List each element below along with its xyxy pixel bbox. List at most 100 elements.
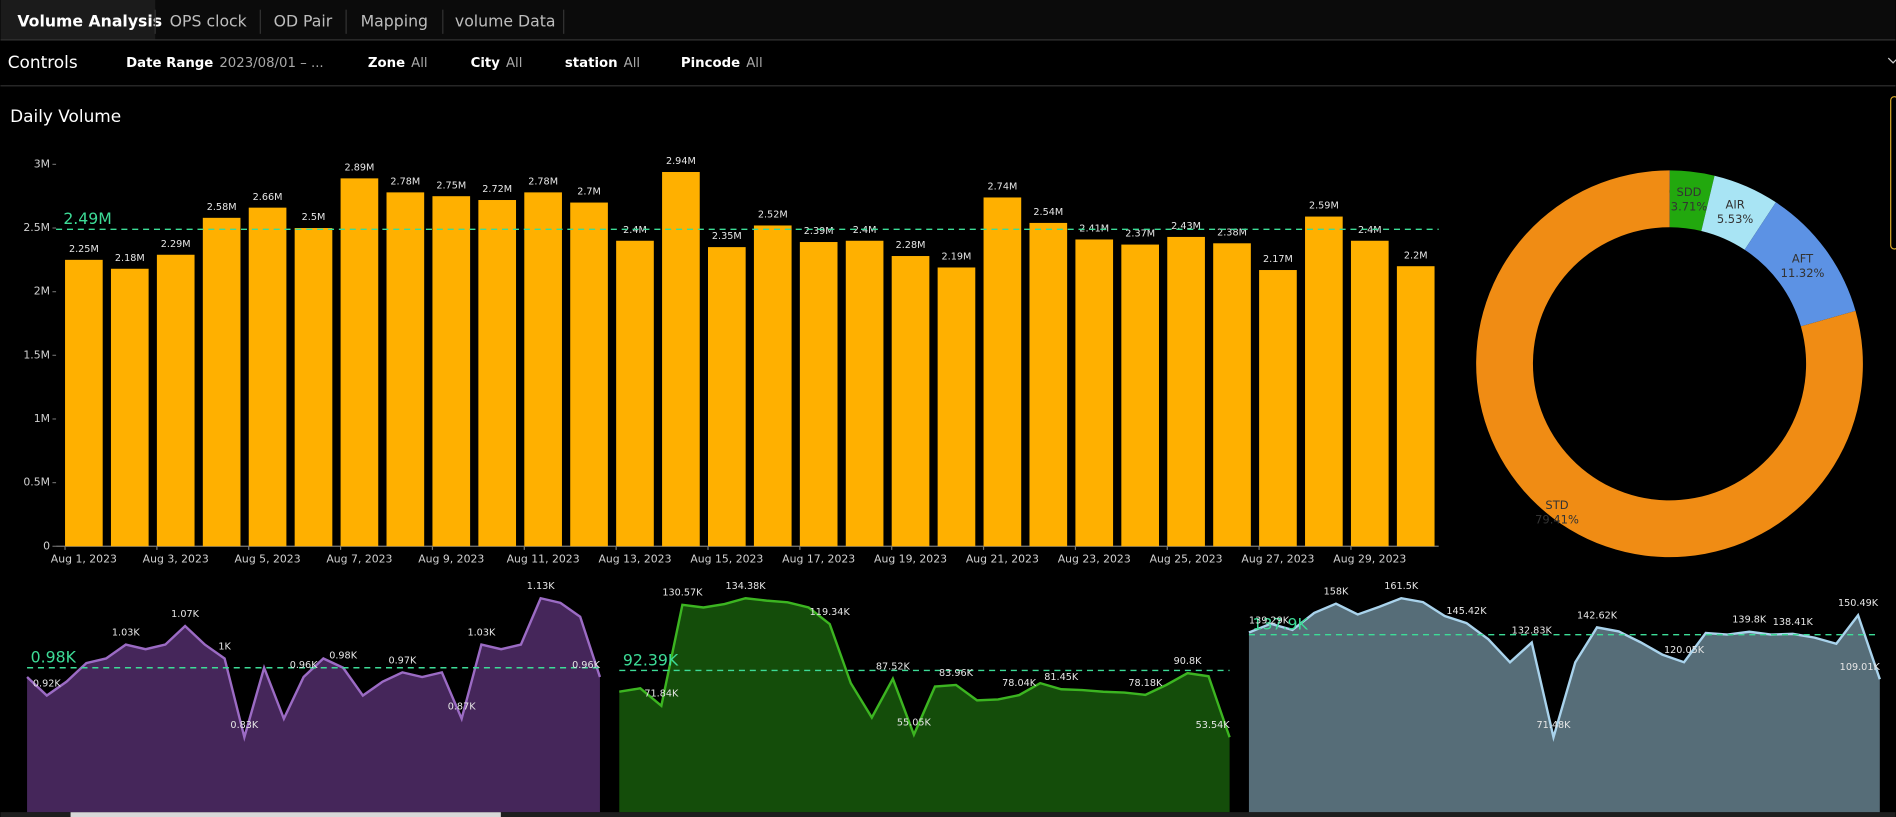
point-value-label: 161.5K	[1384, 581, 1419, 592]
bar-value-label: 2.2M	[1404, 250, 1428, 261]
bar	[983, 197, 1022, 547]
bar	[1259, 270, 1297, 547]
point-value-label: 1.03K	[112, 627, 141, 638]
tab-label[interactable]: Mapping	[361, 11, 428, 30]
bar-value-label: 2.75M	[436, 180, 466, 191]
bar	[202, 217, 241, 547]
point-value-label: 71.84K	[644, 689, 679, 700]
filter-label[interactable]: Date Range	[126, 56, 213, 71]
filter-label[interactable]: Zone	[368, 56, 405, 71]
point-value-label: 0.87K	[448, 702, 477, 713]
segment-name: SDD	[1677, 185, 1702, 199]
bar-value-label: 2.58M	[207, 202, 237, 213]
point-value-label: 150.49K	[1838, 598, 1879, 609]
x-tick-label: Aug 23, 2023	[1058, 553, 1131, 566]
bar-value-label: 2.94M	[666, 156, 696, 167]
point-value-label: 138.41K	[1773, 617, 1814, 628]
donut-segment	[1669, 170, 1715, 231]
tab-label[interactable]: volume Data	[455, 11, 556, 30]
x-tick-label: Aug 27, 2023	[1241, 553, 1314, 566]
bar	[156, 254, 195, 547]
bar	[1121, 244, 1159, 547]
filter-value[interactable]: All	[506, 56, 522, 71]
y-tick-label: 0	[43, 539, 50, 552]
bar-value-label: 2.29M	[161, 239, 191, 250]
point-value-label: 1.03K	[467, 627, 496, 638]
point-value-label: 1.07K	[171, 609, 200, 620]
bar-value-label: 2.78M	[390, 176, 420, 187]
bar	[753, 225, 792, 547]
x-tick-label: Aug 15, 2023	[690, 553, 763, 566]
filter-value[interactable]: All	[746, 56, 762, 71]
point-value-label: 132.83K	[1512, 625, 1553, 636]
point-value-label: 55.05K	[897, 718, 932, 729]
controls-title[interactable]: Controls	[8, 52, 78, 72]
filter-label[interactable]: Pincode	[681, 56, 740, 71]
point-value-label: 83.96K	[939, 668, 974, 679]
point-value-label: 0.96K	[572, 660, 601, 671]
point-value-label: 109.01K	[1840, 662, 1881, 673]
bar-value-label: 2.35M	[712, 231, 742, 242]
scrollbar-track[interactable]	[0, 812, 1896, 817]
x-tick-label: Aug 17, 2023	[782, 553, 855, 566]
bar-value-label: 2.89M	[344, 162, 374, 173]
point-value-label: 130.57K	[662, 588, 703, 599]
bar	[386, 192, 425, 547]
bar	[340, 178, 379, 547]
x-tick-label: Aug 7, 2023	[326, 553, 392, 566]
collapse-chevron[interactable]	[1887, 57, 1896, 64]
y-tick-label: 0.5M	[23, 476, 50, 489]
filter-label[interactable]: City	[471, 56, 501, 71]
average-label: 137.9K	[1253, 615, 1309, 634]
segment-name: AFT	[1792, 251, 1814, 265]
filter-value[interactable]: All	[624, 56, 640, 71]
filter-label[interactable]: station	[565, 56, 618, 71]
bar	[1396, 266, 1435, 547]
tab-label[interactable]: OD Pair	[274, 11, 333, 30]
bar-value-label: 2.66M	[253, 192, 283, 203]
charts: Daily Volume 0 0.5M 1M 1.5M 2M 2.5M 3M 2.25M Aug …	[10, 106, 1881, 813]
segment-value: 11.32%	[1781, 266, 1825, 280]
bar-value-label: 2.4M	[853, 225, 877, 236]
point-value-label: 71.48K	[1537, 720, 1572, 731]
bar	[1167, 236, 1205, 547]
bar-value-label: 2.38M	[1217, 227, 1247, 238]
point-value-label: 120.05K	[1664, 645, 1705, 656]
point-value-label: 0.92K	[33, 678, 62, 689]
bar	[570, 202, 608, 547]
active-tab-bg	[0, 0, 156, 40]
filter-value[interactable]: All	[411, 56, 427, 71]
bar-value-label: 2.78M	[528, 176, 558, 187]
point-value-label: 139.29K	[1249, 615, 1290, 626]
bar	[1305, 216, 1343, 547]
segment-value: 3.71%	[1671, 200, 1708, 214]
average-label: 92.39K	[623, 650, 679, 669]
segment-value: 79.41%	[1535, 513, 1579, 527]
x-tick-label: Aug 13, 2023	[598, 553, 671, 566]
bar	[1350, 240, 1389, 547]
bar	[110, 268, 149, 547]
tab-label[interactable]: Volume Analysis	[17, 11, 162, 30]
scrollbar-thumb[interactable]	[70, 812, 501, 817]
point-value-label: 87.52K	[876, 662, 911, 673]
area-fill	[27, 598, 600, 813]
point-value-label: 0.97K	[388, 655, 417, 666]
segment-name: STD	[1545, 498, 1568, 512]
filter-value[interactable]: 2023/08/01 – ...	[219, 56, 323, 71]
bar	[1075, 239, 1114, 547]
bar-value-label: 2.17M	[1263, 254, 1293, 265]
donut-segment	[1476, 170, 1863, 558]
point-value-label: 142.62K	[1577, 610, 1618, 621]
x-tick-label: Aug 19, 2023	[874, 553, 947, 566]
point-value-label: 81.45K	[1044, 672, 1079, 683]
bar	[937, 267, 976, 547]
average-label: 0.98K	[31, 648, 77, 667]
point-value-label: 158K	[1324, 587, 1349, 598]
bar	[891, 256, 930, 547]
point-value-label: 119.34K	[810, 607, 851, 618]
tab-label[interactable]: OPS clock	[170, 11, 248, 30]
tabs: Volume Analysis OPS clock OD Pair Mapping vo…	[17, 9, 565, 34]
x-tick-label: Aug 9, 2023	[418, 553, 484, 566]
area-fill	[1248, 598, 1880, 813]
bar-value-label: 2.39M	[804, 226, 834, 237]
